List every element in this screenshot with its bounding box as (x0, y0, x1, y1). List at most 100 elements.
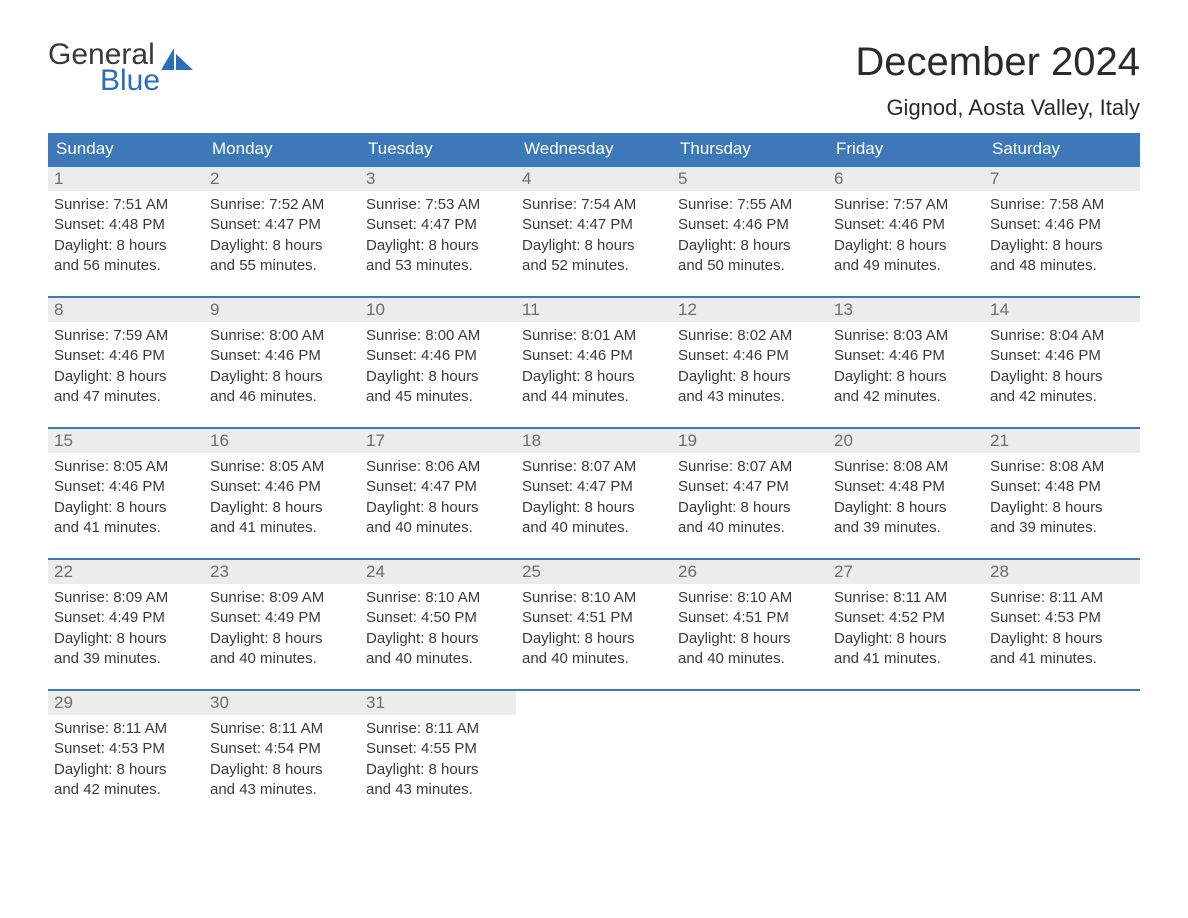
weekday-header: Saturday (984, 133, 1140, 165)
daylight-line1: Daylight: 8 hours (834, 629, 978, 649)
weekday-header: Wednesday (516, 133, 672, 165)
day-details: Sunrise: 8:08 AMSunset: 4:48 PMDaylight:… (984, 453, 1140, 540)
day-number: 15 (48, 429, 204, 453)
sunrise-text: Sunrise: 8:10 AM (678, 588, 822, 608)
calendar-week: 1Sunrise: 7:51 AMSunset: 4:48 PMDaylight… (48, 165, 1140, 278)
sunrise-text: Sunrise: 7:52 AM (210, 195, 354, 215)
day-details: Sunrise: 7:54 AMSunset: 4:47 PMDaylight:… (516, 191, 672, 278)
daylight-line1: Daylight: 8 hours (366, 367, 510, 387)
daylight-line2: and 43 minutes. (678, 387, 822, 407)
sunset-text: Sunset: 4:46 PM (210, 346, 354, 366)
daylight-line1: Daylight: 8 hours (834, 367, 978, 387)
daylight-line1: Daylight: 8 hours (210, 236, 354, 256)
daylight-line2: and 39 minutes. (834, 518, 978, 538)
day-details: Sunrise: 8:04 AMSunset: 4:46 PMDaylight:… (984, 322, 1140, 409)
day-number (672, 691, 828, 715)
daylight-line1: Daylight: 8 hours (990, 236, 1134, 256)
day-number: 25 (516, 560, 672, 584)
title-block: December 2024 Gignod, Aosta Valley, Ital… (855, 40, 1140, 121)
daylight-line2: and 49 minutes. (834, 256, 978, 276)
daylight-line1: Daylight: 8 hours (366, 236, 510, 256)
daylight-line1: Daylight: 8 hours (990, 367, 1134, 387)
calendar-week: 29Sunrise: 8:11 AMSunset: 4:53 PMDayligh… (48, 689, 1140, 802)
brand-word-2: Blue (48, 66, 193, 96)
calendar-day-cell: 4Sunrise: 7:54 AMSunset: 4:47 PMDaylight… (516, 167, 672, 278)
calendar-day-cell (984, 691, 1140, 802)
sunrise-text: Sunrise: 7:57 AM (834, 195, 978, 215)
sunrise-text: Sunrise: 8:08 AM (990, 457, 1134, 477)
calendar-day-cell: 24Sunrise: 8:10 AMSunset: 4:50 PMDayligh… (360, 560, 516, 671)
sunrise-text: Sunrise: 8:07 AM (522, 457, 666, 477)
calendar-day-cell: 5Sunrise: 7:55 AMSunset: 4:46 PMDaylight… (672, 167, 828, 278)
sunrise-text: Sunrise: 8:11 AM (210, 719, 354, 739)
day-number: 6 (828, 167, 984, 191)
calendar-day-cell: 27Sunrise: 8:11 AMSunset: 4:52 PMDayligh… (828, 560, 984, 671)
daylight-line1: Daylight: 8 hours (990, 629, 1134, 649)
day-details: Sunrise: 8:09 AMSunset: 4:49 PMDaylight:… (204, 584, 360, 671)
calendar-day-cell (828, 691, 984, 802)
weekday-header: Tuesday (360, 133, 516, 165)
day-number: 4 (516, 167, 672, 191)
day-number: 16 (204, 429, 360, 453)
daylight-line1: Daylight: 8 hours (54, 760, 198, 780)
sunrise-text: Sunrise: 8:03 AM (834, 326, 978, 346)
day-details: Sunrise: 8:01 AMSunset: 4:46 PMDaylight:… (516, 322, 672, 409)
daylight-line1: Daylight: 8 hours (522, 236, 666, 256)
sunset-text: Sunset: 4:49 PM (54, 608, 198, 628)
day-details: Sunrise: 8:08 AMSunset: 4:48 PMDaylight:… (828, 453, 984, 540)
daylight-line2: and 56 minutes. (54, 256, 198, 276)
daylight-line2: and 41 minutes. (834, 649, 978, 669)
sunrise-text: Sunrise: 7:55 AM (678, 195, 822, 215)
day-number: 27 (828, 560, 984, 584)
calendar-day-cell: 14Sunrise: 8:04 AMSunset: 4:46 PMDayligh… (984, 298, 1140, 409)
sunrise-text: Sunrise: 8:00 AM (366, 326, 510, 346)
sunrise-text: Sunrise: 8:09 AM (210, 588, 354, 608)
daylight-line2: and 40 minutes. (522, 649, 666, 669)
daylight-line1: Daylight: 8 hours (678, 498, 822, 518)
sunset-text: Sunset: 4:46 PM (678, 215, 822, 235)
sunset-text: Sunset: 4:46 PM (834, 346, 978, 366)
sunrise-text: Sunrise: 8:08 AM (834, 457, 978, 477)
calendar-day-cell: 29Sunrise: 8:11 AMSunset: 4:53 PMDayligh… (48, 691, 204, 802)
day-details: Sunrise: 8:07 AMSunset: 4:47 PMDaylight:… (672, 453, 828, 540)
daylight-line2: and 47 minutes. (54, 387, 198, 407)
sunset-text: Sunset: 4:52 PM (834, 608, 978, 628)
day-details: Sunrise: 7:55 AMSunset: 4:46 PMDaylight:… (672, 191, 828, 278)
daylight-line1: Daylight: 8 hours (522, 629, 666, 649)
day-number: 31 (360, 691, 516, 715)
daylight-line2: and 40 minutes. (678, 518, 822, 538)
sunrise-text: Sunrise: 7:58 AM (990, 195, 1134, 215)
calendar-day-cell: 22Sunrise: 8:09 AMSunset: 4:49 PMDayligh… (48, 560, 204, 671)
daylight-line1: Daylight: 8 hours (678, 629, 822, 649)
sunrise-text: Sunrise: 7:53 AM (366, 195, 510, 215)
day-details: Sunrise: 8:02 AMSunset: 4:46 PMDaylight:… (672, 322, 828, 409)
sunset-text: Sunset: 4:47 PM (210, 215, 354, 235)
day-details: Sunrise: 8:09 AMSunset: 4:49 PMDaylight:… (48, 584, 204, 671)
calendar-day-cell: 19Sunrise: 8:07 AMSunset: 4:47 PMDayligh… (672, 429, 828, 540)
sunrise-text: Sunrise: 8:11 AM (366, 719, 510, 739)
sunrise-text: Sunrise: 8:09 AM (54, 588, 198, 608)
daylight-line2: and 44 minutes. (522, 387, 666, 407)
daylight-line2: and 42 minutes. (990, 387, 1134, 407)
day-number (984, 691, 1140, 715)
sunset-text: Sunset: 4:53 PM (990, 608, 1134, 628)
calendar-day-cell: 9Sunrise: 8:00 AMSunset: 4:46 PMDaylight… (204, 298, 360, 409)
daylight-line2: and 46 minutes. (210, 387, 354, 407)
day-number: 7 (984, 167, 1140, 191)
calendar-week: 15Sunrise: 8:05 AMSunset: 4:46 PMDayligh… (48, 427, 1140, 540)
sunrise-text: Sunrise: 8:10 AM (522, 588, 666, 608)
calendar-day-cell: 23Sunrise: 8:09 AMSunset: 4:49 PMDayligh… (204, 560, 360, 671)
sunset-text: Sunset: 4:46 PM (210, 477, 354, 497)
sunset-text: Sunset: 4:48 PM (54, 215, 198, 235)
sunrise-text: Sunrise: 7:54 AM (522, 195, 666, 215)
day-details: Sunrise: 8:03 AMSunset: 4:46 PMDaylight:… (828, 322, 984, 409)
weekday-header: Sunday (48, 133, 204, 165)
calendar-day-cell: 31Sunrise: 8:11 AMSunset: 4:55 PMDayligh… (360, 691, 516, 802)
calendar-day-cell: 26Sunrise: 8:10 AMSunset: 4:51 PMDayligh… (672, 560, 828, 671)
day-details: Sunrise: 8:10 AMSunset: 4:51 PMDaylight:… (672, 584, 828, 671)
day-number: 11 (516, 298, 672, 322)
daylight-line2: and 40 minutes. (366, 518, 510, 538)
sunset-text: Sunset: 4:46 PM (54, 346, 198, 366)
daylight-line2: and 43 minutes. (366, 780, 510, 800)
day-number: 1 (48, 167, 204, 191)
